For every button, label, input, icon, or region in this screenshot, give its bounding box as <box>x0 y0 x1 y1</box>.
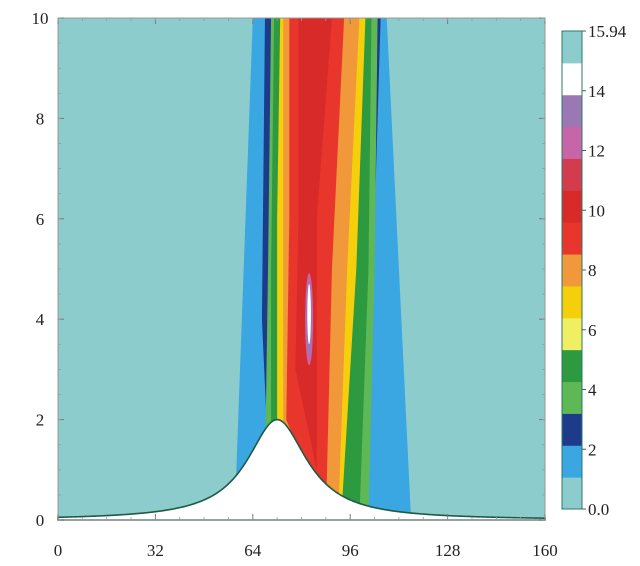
x-tick-label: 96 <box>342 541 359 560</box>
colorbar-swatch <box>562 349 582 383</box>
colorbar-label: 12 <box>588 142 605 161</box>
colorbar-swatch <box>562 94 582 128</box>
colorbar-label: 6 <box>588 321 597 340</box>
x-tick-label: 0 <box>54 541 63 560</box>
y-axis: 0 2 4 6 8 10 <box>32 9 545 530</box>
colorbar-swatch <box>562 190 582 223</box>
colorbar-swatch <box>562 413 582 446</box>
colorbar-label: 14 <box>588 82 606 101</box>
colorbar-label: 0.0 <box>588 500 609 519</box>
y-tick-label: 2 <box>36 411 45 430</box>
colorbar-label: 2 <box>588 440 597 459</box>
x-tick-label: 128 <box>435 541 461 560</box>
colorbar-swatch <box>562 317 582 351</box>
colorbar-swatch <box>562 158 582 191</box>
colorbar-swatch <box>562 285 582 319</box>
y-tick-label: 4 <box>36 310 45 329</box>
colorbar-swatch <box>562 445 582 478</box>
colorbar-label: 4 <box>588 381 597 400</box>
plume-field <box>234 18 412 520</box>
colorbar-swatch <box>562 254 582 287</box>
plume-core-inner <box>307 284 311 345</box>
x-tick-label: 32 <box>147 541 164 560</box>
y-tick-label: 6 <box>36 210 45 229</box>
colorbar-swatch <box>562 477 582 510</box>
terrain-hill <box>57 418 546 521</box>
colorbar-label: 8 <box>588 261 597 280</box>
colorbar-label: 15.94 <box>588 22 627 41</box>
x-axis: 0 32 64 96 128 160 <box>54 18 558 560</box>
y-tick-label: 8 <box>36 109 45 128</box>
colorbar-label: 10 <box>588 201 605 220</box>
x-tick-label: 64 <box>244 541 262 560</box>
colorbar-swatch <box>562 222 582 255</box>
plume-band-7 <box>295 18 332 470</box>
colorbar-swatch <box>562 126 582 159</box>
colorbar: 15.94 14 12 10 8 6 4 2 0.0 <box>561 22 627 519</box>
colorbar-swatch <box>562 31 582 64</box>
y-tick-label: 0 <box>36 511 45 530</box>
colorbar-swatch <box>562 62 582 96</box>
y-tick-label: 10 <box>32 9 49 28</box>
colorbar-swatch <box>562 381 582 414</box>
x-tick-label: 160 <box>532 541 558 560</box>
